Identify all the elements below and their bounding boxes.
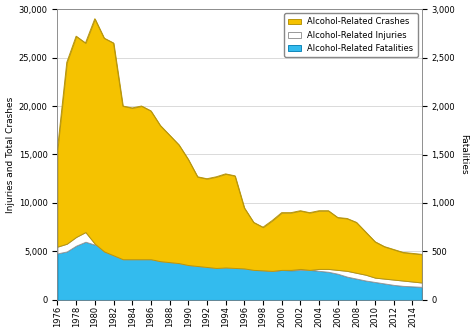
Legend: Alcohol-Related Crashes, Alcohol-Related Injuries, Alcohol-Related Fatalities: Alcohol-Related Crashes, Alcohol-Related… (284, 13, 418, 57)
Y-axis label: Fatalities: Fatalities (459, 134, 468, 175)
Y-axis label: Injuries and Total Crashes: Injuries and Total Crashes (6, 96, 15, 213)
